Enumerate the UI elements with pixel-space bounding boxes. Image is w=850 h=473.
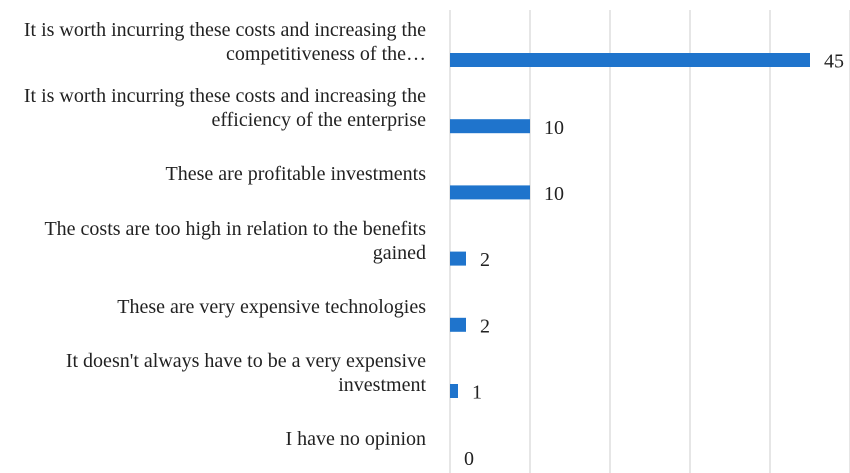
bar bbox=[450, 119, 530, 134]
value-label: 2 bbox=[480, 315, 490, 337]
value-label: 10 bbox=[544, 117, 564, 139]
category-label: It is worth incurring these costs and in… bbox=[23, 19, 426, 65]
bar bbox=[450, 53, 810, 67]
bar bbox=[450, 384, 458, 398]
category-label: The costs are too high in relation to th… bbox=[44, 217, 426, 264]
bar bbox=[450, 317, 466, 332]
category-label: These are very expensive technologies bbox=[117, 295, 426, 318]
value-label: 10 bbox=[544, 183, 564, 205]
category-label: These are profitable investments bbox=[165, 163, 426, 186]
category-label: I have no opinion bbox=[285, 428, 426, 451]
value-label: 0 bbox=[464, 448, 474, 470]
value-label: 2 bbox=[480, 249, 490, 271]
value-label: 45 bbox=[824, 51, 844, 73]
bar bbox=[450, 185, 530, 200]
bar bbox=[450, 251, 466, 266]
category-label: It is worth incurring these costs and in… bbox=[23, 85, 426, 132]
category-label: It doesn't always have to be a very expe… bbox=[65, 350, 426, 396]
value-label: 1 bbox=[472, 382, 482, 404]
